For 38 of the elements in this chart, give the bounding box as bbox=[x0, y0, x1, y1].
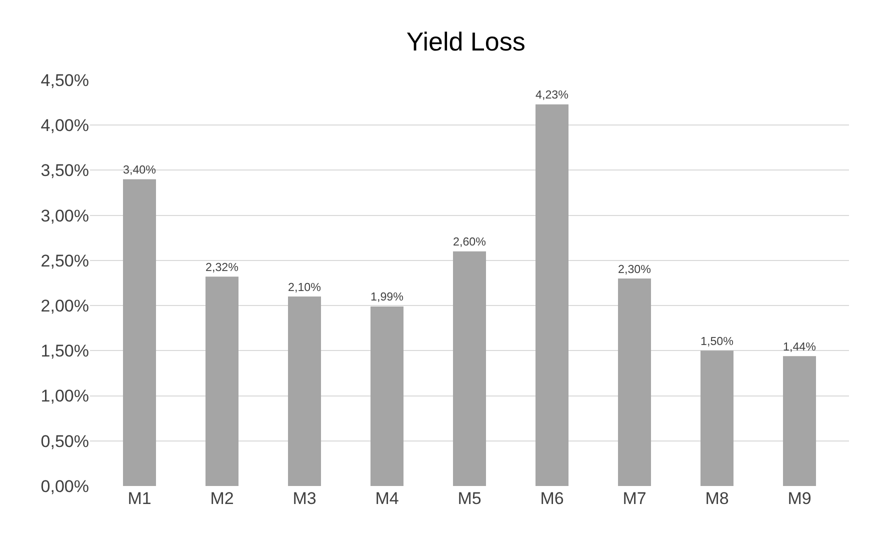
x-tick-label: M2 bbox=[210, 489, 234, 508]
bar bbox=[123, 179, 156, 486]
x-tick-label: M5 bbox=[458, 489, 482, 508]
bar bbox=[453, 251, 486, 486]
bar bbox=[783, 356, 816, 486]
y-tick-label: 2,00% bbox=[40, 296, 89, 316]
bar bbox=[370, 306, 404, 486]
data-label: 2,10% bbox=[288, 280, 321, 294]
y-tick-label: 2,50% bbox=[40, 251, 89, 270]
y-tick-label: 1,00% bbox=[40, 386, 89, 406]
bar bbox=[700, 350, 734, 486]
y-tick-label: 4,50% bbox=[40, 70, 89, 90]
x-tick-label: M9 bbox=[788, 489, 812, 508]
data-label: 2,30% bbox=[618, 262, 651, 276]
data-label: 2,32% bbox=[206, 260, 238, 274]
x-tick-label: M4 bbox=[375, 489, 399, 508]
data-label: 4,23% bbox=[536, 88, 568, 102]
x-tick-label: M1 bbox=[128, 489, 152, 508]
chart-title: Yield Loss bbox=[406, 26, 526, 56]
data-label: 1,44% bbox=[783, 340, 816, 354]
x-tick-label: M3 bbox=[292, 489, 316, 508]
y-tick-label: 3,50% bbox=[40, 161, 89, 180]
bar bbox=[206, 276, 238, 486]
data-label: 2,60% bbox=[453, 236, 486, 249]
y-tick-label: 0,50% bbox=[40, 432, 89, 451]
y-tick-label: 3,00% bbox=[40, 206, 89, 226]
y-tick-label: 4,00% bbox=[40, 116, 89, 136]
data-label: 1,50% bbox=[700, 334, 734, 348]
data-label: 3,40% bbox=[123, 164, 156, 176]
bar bbox=[536, 104, 568, 486]
x-tick-label: M7 bbox=[622, 489, 646, 508]
x-tick-label: M6 bbox=[540, 489, 564, 508]
bar bbox=[618, 278, 651, 486]
y-tick-label: 1,50% bbox=[40, 342, 89, 361]
data-label: 1,99% bbox=[370, 290, 404, 304]
x-tick-label: M8 bbox=[705, 489, 729, 508]
y-tick-label: 0,00% bbox=[40, 476, 89, 496]
bar bbox=[288, 296, 321, 486]
